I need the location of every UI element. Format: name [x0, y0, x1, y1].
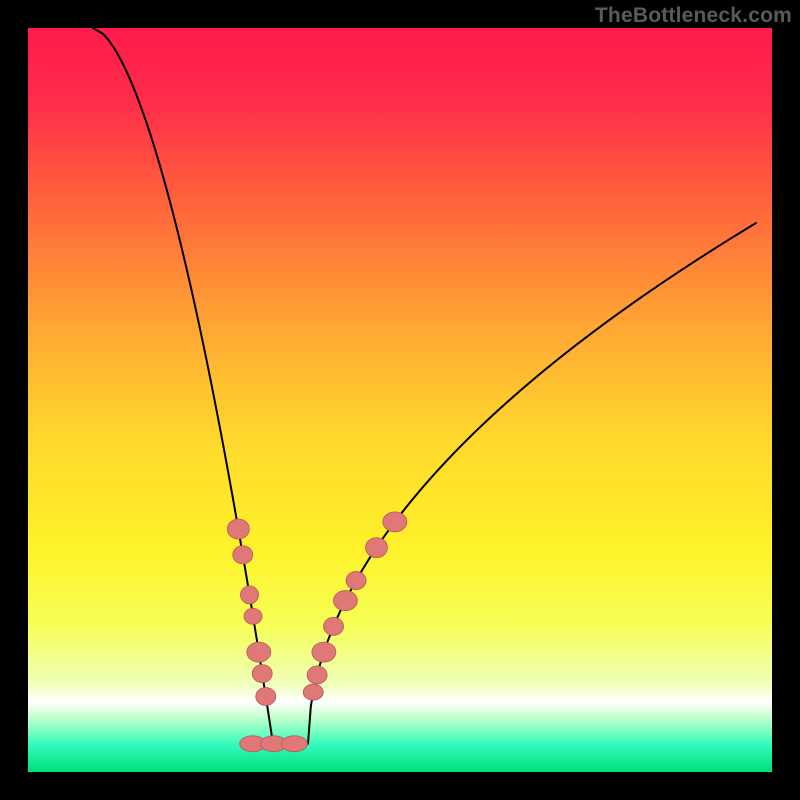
watermark-text: TheBottleneck.com	[595, 4, 792, 28]
marker-right-3	[333, 591, 357, 611]
marker-left-2	[241, 586, 259, 604]
marker-left-0	[227, 519, 249, 539]
curve-left-arm	[93, 28, 273, 744]
curve-layer	[28, 28, 772, 772]
marker-right-0	[383, 512, 407, 532]
marker-right-5	[312, 642, 336, 662]
marker-right-1	[366, 538, 388, 558]
chart-container: TheBottleneck.com	[0, 0, 800, 800]
marker-left-1	[233, 546, 253, 564]
marker-left-5	[252, 665, 272, 683]
bottleneck-curve	[93, 28, 756, 744]
marker-right-4	[324, 617, 344, 635]
curve-right-arm	[308, 223, 756, 744]
marker-floor-2	[281, 736, 307, 752]
marker-right-2	[346, 572, 366, 590]
marker-group	[227, 512, 407, 752]
marker-left-4	[247, 642, 271, 662]
plot-area	[28, 28, 772, 772]
marker-left-3	[244, 608, 262, 624]
marker-right-6	[307, 666, 327, 684]
marker-left-6	[256, 687, 276, 705]
marker-right-7	[303, 684, 323, 700]
